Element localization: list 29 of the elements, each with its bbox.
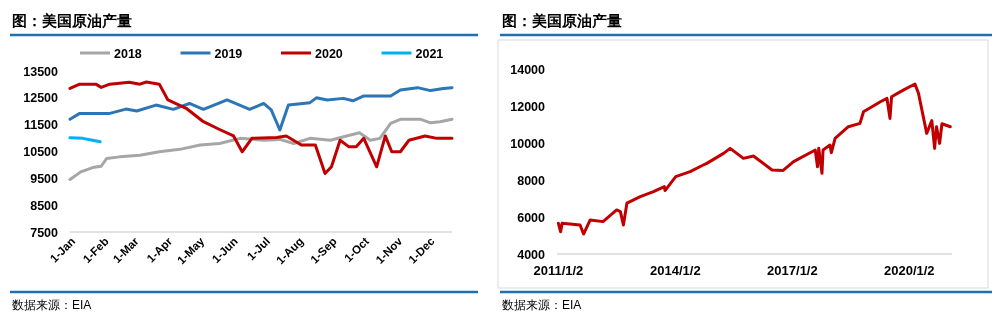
legend-label: 2021 bbox=[415, 46, 444, 61]
legend-label: 2020 bbox=[315, 46, 343, 61]
x-tick-label: 2020/1/2 bbox=[883, 263, 935, 278]
y-tick-label: 14000 bbox=[510, 62, 546, 77]
y-tick-label: 4000 bbox=[517, 247, 546, 262]
y-tick-label: 9500 bbox=[30, 171, 59, 186]
line-series bbox=[68, 117, 454, 181]
x-tick-label: 2011/1/2 bbox=[533, 263, 584, 278]
x-tick-label: 2014/1/2 bbox=[650, 263, 701, 278]
line-series bbox=[68, 86, 454, 132]
y-tick-label: 10000 bbox=[510, 136, 546, 151]
y-tick-label: 12000 bbox=[510, 99, 546, 114]
chart-title: 图：美国原油产量 bbox=[12, 12, 132, 29]
line-series bbox=[68, 80, 454, 175]
chart-title: 图：美国原油产量 bbox=[502, 12, 622, 29]
y-tick-label: 12500 bbox=[23, 91, 59, 106]
y-tick-label: 6000 bbox=[517, 210, 546, 225]
y-tick-label: 7500 bbox=[30, 225, 59, 240]
x-tick-label: 2017/1/2 bbox=[767, 263, 818, 278]
y-tick-label: 8500 bbox=[30, 198, 59, 213]
y-tick-label: 11500 bbox=[23, 118, 59, 133]
line-series bbox=[556, 82, 952, 236]
y-tick-label: 13500 bbox=[23, 64, 59, 79]
legend-label: 2019 bbox=[214, 46, 243, 61]
source-note: 数据来源：EIA bbox=[502, 298, 582, 312]
y-tick-label: 8000 bbox=[517, 173, 546, 188]
legend-label: 2018 bbox=[114, 46, 142, 61]
y-tick-label: 10500 bbox=[23, 145, 59, 159]
source-note: 数据来源：EIA bbox=[12, 298, 92, 312]
